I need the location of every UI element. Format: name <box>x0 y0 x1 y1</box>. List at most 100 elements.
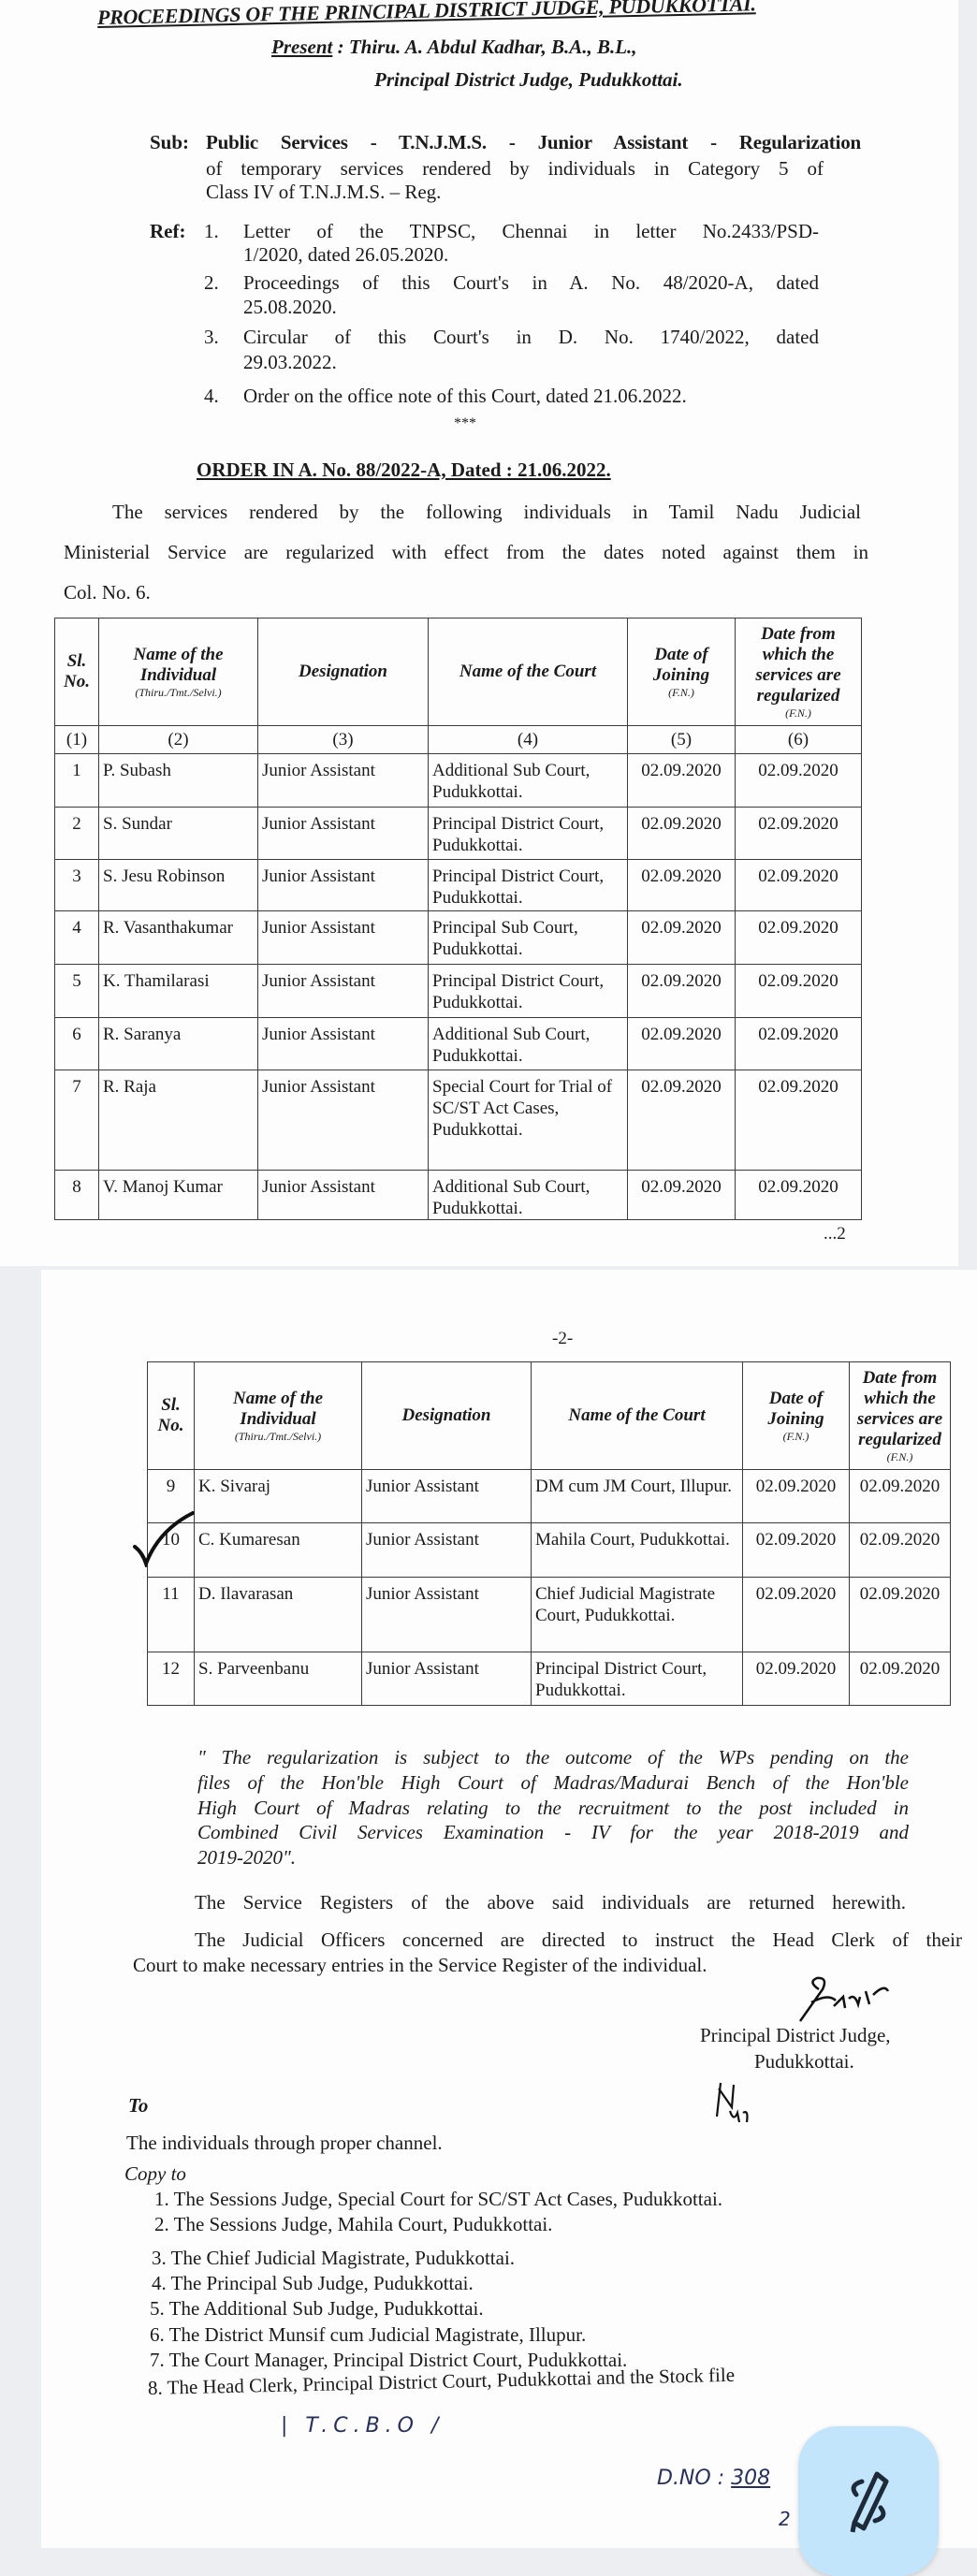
table-header-row: Sl. No. Name of the Individual (Thiru./Tmt… <box>147 1361 951 1470</box>
court-cell: Additional Sub Court, Pudukkottai. <box>428 1017 628 1070</box>
table-row: 2 S. Sundar Junior Assistant Principal Dist… <box>54 807 862 860</box>
check-mark-icon <box>133 1511 195 1567</box>
copy-item: 2. The Sessions Judge, Mahila Court, Pud… <box>154 2213 553 2235</box>
copy-item: 6. The District Munsif cum Judicial Magi… <box>150 2323 587 2346</box>
regularized-date-cell: 02.09.2020 <box>735 753 862 808</box>
copy-to-label: Copy to <box>124 2162 186 2185</box>
designation-cell: Junior Assistant <box>257 964 429 1018</box>
regularized-date-cell: 02.09.2020 <box>849 1652 951 1706</box>
order-heading: ORDER IN A. No. 88/2022-A, Dated : 21.06… <box>197 458 611 481</box>
column-header: Date of Joining (F.N.) <box>627 618 736 726</box>
joining-date-cell: 02.09.2020 <box>742 1652 850 1706</box>
joining-date-cell: 02.09.2020 <box>627 1017 736 1070</box>
column-header-sub: (F.N.) <box>785 706 811 720</box>
condition-line: files of the Hon'ble High Court of Madra… <box>197 1771 909 1794</box>
regularized-date-cell: 02.09.2020 <box>735 1170 862 1220</box>
regularized-date-cell: 02.09.2020 <box>735 910 862 965</box>
table-row: 1 P. Subash Junior Assistant Additional Sub… <box>54 753 862 808</box>
court-cell: DM cum JM Court, Illupur. <box>531 1469 743 1523</box>
initials-mark <box>715 2082 749 2123</box>
name-cell: D. Ilavarasan <box>194 1577 362 1652</box>
court-cell: Additional Sub Court, Pudukkottai. <box>428 753 628 808</box>
joining-date-cell: 02.09.2020 <box>742 1469 850 1523</box>
table-row: 9 K. Sivaraj Junior Assistant DM cum JM Cou… <box>147 1469 951 1523</box>
court-cell: Principal Sub Court, Pudukkottai. <box>428 910 628 965</box>
designation-cell: Junior Assistant <box>361 1577 532 1652</box>
copy-item: 4. The Principal Sub Judge, Pudukkottai. <box>152 2272 474 2294</box>
ref-line: Proceedings of this Court's in A. No. 48… <box>243 271 819 294</box>
to-text: The individuals through proper channel. <box>126 2132 443 2154</box>
condition-line: High Court of Madras relating to the rec… <box>197 1797 909 1819</box>
designation-cell: Junior Assistant <box>361 1652 532 1706</box>
joining-date-cell: 02.09.2020 <box>627 859 736 911</box>
designation-cell: Junior Assistant <box>257 1170 429 1220</box>
present-name: Thiru. A. Abdul Kadhar, B.A., B.L., <box>348 36 637 58</box>
column-number: (5) <box>627 725 736 754</box>
column-number: (1) <box>54 725 99 754</box>
regularized-date-cell: 02.09.2020 <box>735 1070 862 1171</box>
designation-cell: Junior Assistant <box>257 807 429 860</box>
page-number: -2- <box>552 1329 574 1348</box>
column-number: (6) <box>735 725 862 754</box>
sl-no-cell: 12 <box>147 1652 195 1706</box>
ref-line: Order on the office note of this Court, … <box>243 385 687 407</box>
court-cell: Principal District Court, Pudukkottai. <box>531 1652 743 1706</box>
pen-edit-icon <box>850 2471 889 2533</box>
column-header: Designation <box>257 618 429 726</box>
column-number: (3) <box>257 725 429 754</box>
court-cell: Special Court for Trial of SC/ST Act Cas… <box>428 1070 628 1171</box>
court-cell: Additional Sub Court, Pudukkottai. <box>428 1170 628 1220</box>
name-cell: S. Parveenbanu <box>194 1652 362 1706</box>
table-row: 4 R. Vasanthakumar Junior Assistant Princip… <box>54 910 862 965</box>
ref-num: 1. <box>204 220 219 242</box>
regularized-date-cell: 02.09.2020 <box>735 1017 862 1070</box>
regularization-table-page-2: Sl. No. Name of the Individual (Thiru./Tmt… <box>147 1361 951 1706</box>
name-cell: C. Kumaresan <box>194 1522 362 1578</box>
subject-label: Sub: <box>150 131 190 153</box>
handwritten-dno: D.NO : 308 <box>657 2467 770 2490</box>
regularized-date-cell: 02.09.2020 <box>735 964 862 1018</box>
ref-label: Ref: <box>150 220 186 242</box>
designation-cell: Junior Assistant <box>257 753 429 808</box>
designation-cell: Junior Assistant <box>257 910 429 965</box>
sl-no-cell: 3 <box>54 859 99 911</box>
joining-date-cell: 02.09.2020 <box>627 910 736 965</box>
ref-line: 25.08.2020. <box>243 296 337 318</box>
subject-line: Public Services - T.N.J.M.S. - Junior As… <box>206 131 861 154</box>
present-block: Present : Thiru. A. Abdul Kadhar, B.A., … <box>271 36 637 58</box>
sl-no-cell: 1 <box>54 753 99 808</box>
designation-cell: Junior Assistant <box>257 859 429 911</box>
joining-date-cell: 02.09.2020 <box>742 1577 850 1652</box>
sl-no-cell: 8 <box>54 1170 99 1220</box>
court-cell: Principal District Court, Pudukkottai. <box>428 807 628 860</box>
column-header-sub: (Thiru./Tmt./Selvi.) <box>234 1430 322 1443</box>
column-header: Designation <box>361 1361 532 1470</box>
ref-num: 4. <box>204 385 219 407</box>
edit-fab-button[interactable] <box>798 2426 939 2576</box>
officers-text-line: Court to make necessary entries in the S… <box>133 1954 707 1976</box>
column-number: (2) <box>98 725 258 754</box>
copy-item: 7. The Court Manager, Principal District… <box>150 2349 628 2371</box>
sl-no-cell: 4 <box>54 910 99 965</box>
dno-label: D.NO : <box>657 2467 725 2490</box>
name-cell: S. Sundar <box>98 807 258 860</box>
handwritten-note-text: T.C.B.O <box>305 2414 419 2438</box>
designation-cell: Junior Assistant <box>361 1522 532 1578</box>
column-header-sub: (F.N.) <box>886 1450 913 1463</box>
table-row: 5 K. Thamilarasi Junior Assistant Principal… <box>54 964 862 1018</box>
subject-line: of temporary services rendered by indivi… <box>206 157 824 180</box>
to-label: To <box>128 2094 149 2117</box>
present-label: Present <box>271 36 333 58</box>
column-header: Date from which the services are regular… <box>849 1361 951 1470</box>
column-header: Name of the Court <box>428 618 628 726</box>
copy-item: 5. The Additional Sub Judge, Pudukkottai… <box>150 2297 484 2320</box>
designation-cell: Junior Assistant <box>361 1469 532 1523</box>
order-paragraph-line: Col. No. 6. <box>64 581 151 604</box>
court-cell: Chief Judicial Magistrate Court, Pudukko… <box>531 1577 743 1652</box>
condition-line: 2019-2020". <box>197 1846 297 1869</box>
table-row: 3 S. Jesu Robinson Junior Assistant Princip… <box>54 859 862 911</box>
copy-item: 3. The Chief Judicial Magistrate, Pudukk… <box>152 2247 516 2269</box>
ref-num: 3. <box>204 326 219 348</box>
joining-date-cell: 02.09.2020 <box>627 807 736 860</box>
regularized-date-cell: 02.09.2020 <box>849 1522 951 1578</box>
